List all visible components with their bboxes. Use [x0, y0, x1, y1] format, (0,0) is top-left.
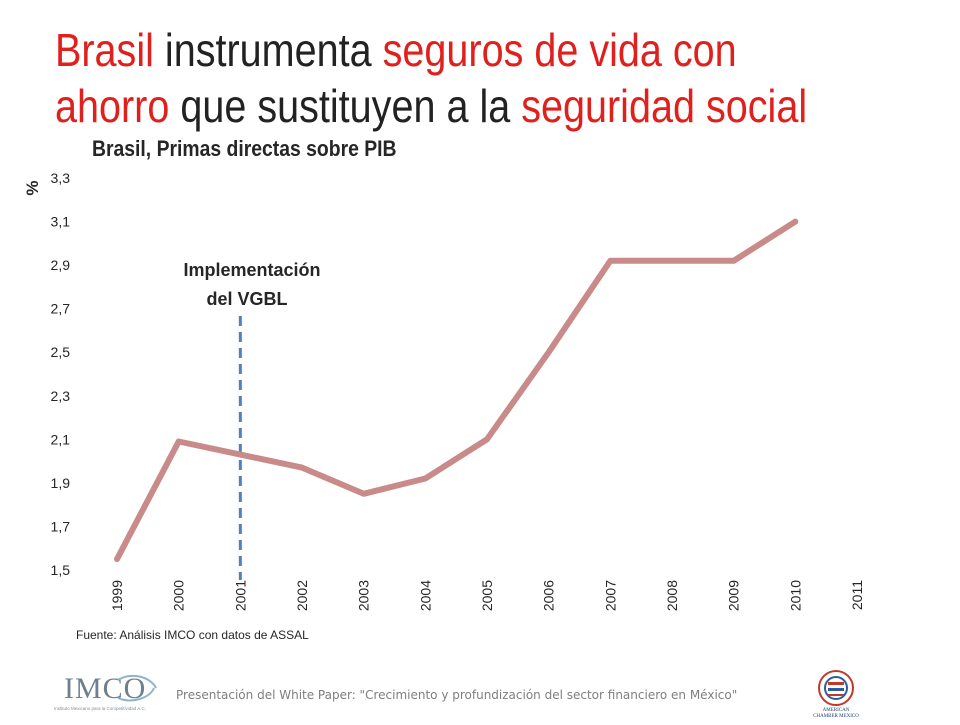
y-tick-label: 2,1 [51, 431, 71, 447]
amcham-logo: AMERICAN CHAMBER MEXICO [808, 668, 864, 720]
x-tick-label: 2009 [726, 580, 742, 611]
imco-logo-subtitle: Instituto Mexicano para la Competitivida… [54, 706, 146, 711]
y-tick-label: 3,3 [51, 170, 71, 186]
amcham-logo-subtitle: AMERICAN CHAMBER MEXICO [810, 708, 862, 720]
x-tick-label: 2010 [787, 580, 803, 611]
x-tick-label: 2007 [602, 580, 618, 611]
y-axis-label: % [23, 180, 42, 195]
x-tick-label: 2000 [171, 580, 187, 611]
x-tick-label: 1999 [109, 580, 125, 611]
y-tick-label: 1,7 [51, 518, 71, 534]
y-tick-label: 3,1 [51, 214, 71, 230]
source-note: Fuente: Análisis IMCO con datos de ASSAL [76, 628, 309, 642]
x-tick-label: 2008 [664, 580, 680, 611]
y-tick-label: 2,7 [51, 301, 71, 317]
footer-text: Presentación del White Paper: "Crecimien… [176, 688, 737, 702]
y-tick-label: 2,3 [51, 388, 71, 404]
x-tick-label: 2004 [417, 580, 433, 611]
x-tick-label: 2001 [232, 580, 248, 611]
y-tick-label: 2,9 [51, 257, 71, 273]
x-tick-label: 2002 [294, 580, 310, 611]
x-tick-label: 2006 [541, 580, 557, 611]
imco-logo: IMCO Instituto Mexicano para la Competit… [52, 668, 162, 716]
x-tick-label: 2005 [479, 580, 495, 611]
annotation-line2: del VGBL [206, 289, 287, 309]
x-tick-label: 2011 [849, 580, 865, 610]
y-tick-label: 2,5 [51, 344, 71, 360]
x-tick-label: 2003 [356, 580, 372, 611]
y-tick-label: 1,9 [51, 475, 71, 491]
y-tick-label: 1,5 [51, 562, 71, 578]
annotation-line1: Implementación [183, 260, 320, 280]
